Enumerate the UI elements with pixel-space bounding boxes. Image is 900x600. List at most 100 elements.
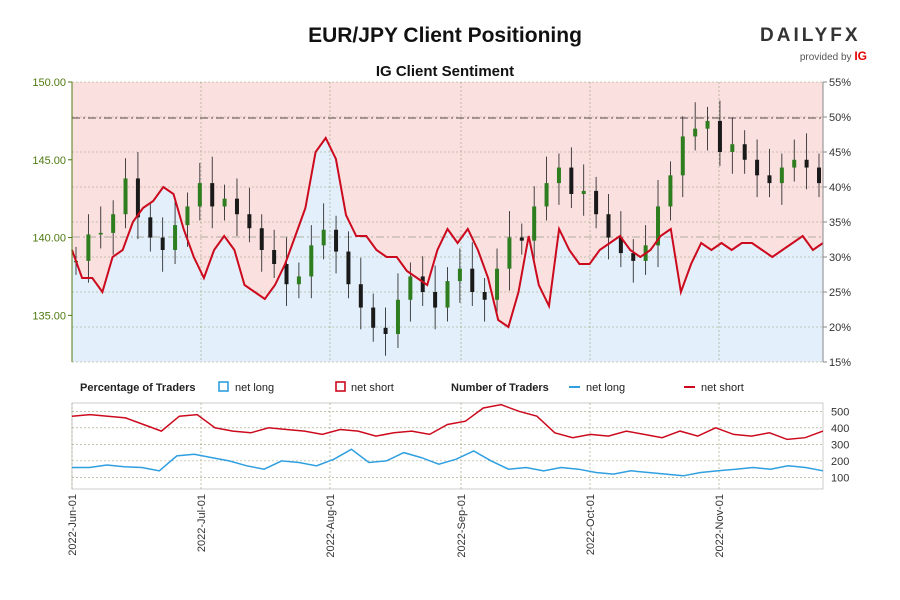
candle-body: [457, 268, 462, 282]
pct-tick-label: 15%: [829, 357, 851, 369]
count-tick-label: 500: [831, 406, 849, 418]
x-tick-label: 2022-Jun-01: [67, 494, 79, 556]
candle-body: [395, 299, 400, 334]
candle-body: [309, 245, 314, 277]
price-tick-label: 145.00: [32, 155, 66, 167]
candle-body: [135, 178, 140, 218]
pct-tick-label: 30%: [829, 252, 851, 264]
candle-body: [346, 251, 351, 285]
legend-pct-long-swatch: [218, 381, 229, 392]
net-short-count-line: [71, 403, 824, 441]
candle-body: [656, 206, 661, 246]
price-tick-label: 140.00: [32, 233, 66, 245]
candle-body: [544, 183, 549, 207]
candle-body: [569, 167, 574, 194]
legend-pct-short-swatch: [335, 381, 346, 392]
candle-body: [259, 228, 264, 250]
x-tick-label: 2022-Sep-01: [456, 494, 468, 558]
candle-body: [210, 183, 215, 207]
x-tick-label: 2022-Aug-01: [325, 494, 337, 558]
candle-body: [804, 159, 809, 168]
legend-pct-title: Percentage of Traders: [80, 382, 196, 394]
candle-body: [680, 136, 685, 176]
candle-body: [767, 175, 772, 184]
candle-body: [618, 237, 623, 254]
price-tick-label: 150.00: [32, 77, 66, 89]
brand-provided-text: provided by: [799, 52, 852, 63]
candle-body: [321, 229, 326, 246]
candle-body: [717, 120, 722, 152]
count-tick-label: 200: [831, 456, 849, 468]
legend-pct-long: net long: [235, 382, 274, 394]
legend-num-long: net long: [586, 382, 625, 394]
x-tick-label: 2022-Jul-01: [196, 494, 208, 552]
brand-ig: IG: [854, 49, 867, 63]
candle-body: [606, 214, 611, 238]
pct-tick-label: 50%: [829, 112, 851, 124]
pct-tick-label: 25%: [829, 287, 851, 299]
legend: Percentage of Traders net long net short Nu…: [80, 381, 744, 394]
candle-body: [581, 190, 586, 194]
count-tick-label: 100: [831, 472, 849, 484]
chart-subtitle: IG Client Sentiment: [375, 63, 515, 80]
candle-body: [730, 144, 735, 152]
candle-body: [445, 281, 450, 308]
candle-body: [358, 284, 363, 308]
candle-body: [779, 167, 784, 184]
net-long-area: [72, 138, 823, 362]
bottom-plot: 100 200 300 400 500: [71, 402, 849, 490]
brand-provided: provided by IG: [760, 49, 870, 63]
candle-body: [383, 327, 388, 334]
price-tick-label: 135.00: [32, 310, 66, 322]
bottom-plot-frame: [71, 402, 824, 490]
candle-body: [631, 253, 636, 261]
chart-title: EUR/JPY Client Positioning: [308, 24, 582, 47]
candle-body: [123, 178, 128, 215]
candle-body: [222, 198, 227, 207]
candle-body: [197, 183, 202, 207]
brand-name: DAILYFX: [760, 25, 861, 46]
candle-body: [519, 237, 524, 241]
candle-body: [234, 198, 239, 215]
dailyfx-logo: DAILYFX provided by IG: [760, 25, 870, 63]
candle-body: [792, 159, 797, 168]
count-tick-label: 300: [831, 439, 849, 451]
legend-num-title: Number of Traders: [451, 382, 549, 394]
candle-body: [755, 159, 760, 176]
candle-body: [296, 276, 301, 285]
legend-num-short: net short: [701, 382, 744, 394]
x-axis: 2022-Jun-01 2022-Jul-01 2022-Aug-01 2022-Se…: [67, 494, 726, 558]
candle-body: [482, 292, 487, 300]
pct-tick-label: 55%: [829, 77, 851, 89]
x-tick-label: 2022-Oct-01: [585, 494, 597, 555]
main-plot: 135.00 140.00 145.00 150.00 15% 20% 25% 30% 35% 4…: [32, 77, 851, 369]
pct-tick-label: 35%: [829, 217, 851, 229]
candle-body: [420, 276, 425, 292]
candle-body: [334, 229, 339, 252]
candle-body: [594, 190, 599, 215]
candle-body: [98, 232, 103, 235]
candle-body: [408, 276, 413, 300]
candle-body: [173, 225, 178, 250]
candle-body: [247, 214, 252, 229]
x-tick-label: 2022-Nov-01: [714, 494, 726, 558]
net-long-count-line: [72, 448, 824, 477]
pct-tick-label: 40%: [829, 182, 851, 194]
net-long-pct-line: [71, 136, 824, 329]
candle-body: [742, 144, 747, 160]
candle-body: [495, 268, 500, 300]
candle-body: [705, 120, 710, 129]
candle-body: [507, 237, 512, 269]
candle-body: [272, 250, 277, 264]
legend-pct-short: net short: [351, 382, 394, 394]
candle-body: [693, 128, 698, 137]
candle-body: [817, 167, 821, 184]
pct-tick-label: 45%: [829, 147, 851, 159]
candle-body: [433, 292, 438, 308]
candle-body: [148, 217, 153, 238]
candle-body: [111, 214, 116, 233]
candle-body: [470, 268, 475, 292]
candle-body: [160, 237, 165, 250]
